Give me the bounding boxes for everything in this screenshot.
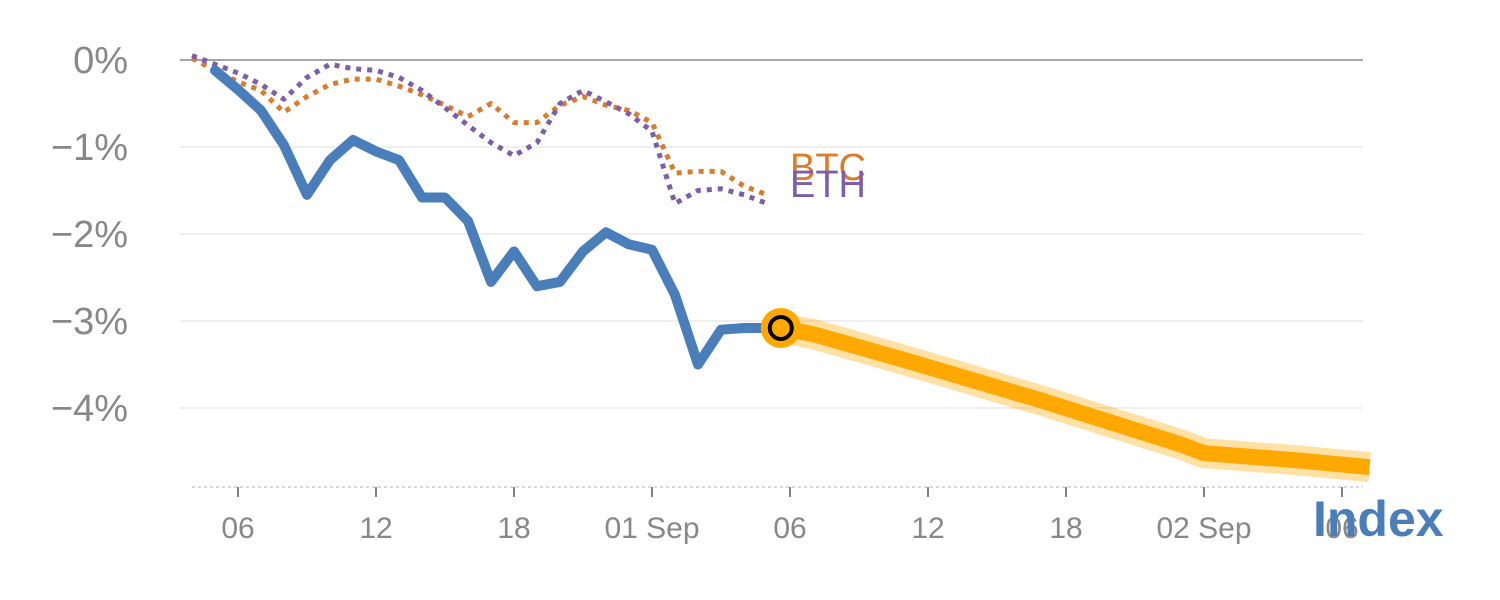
x-tick-label: 02 Sep xyxy=(1156,512,1251,545)
eth-series-label: ETH xyxy=(790,164,866,206)
x-tick-label: 06 xyxy=(1325,512,1358,545)
grid-lines xyxy=(180,59,1363,409)
forecast-band xyxy=(778,313,1372,483)
y-tick-label: −3% xyxy=(51,301,128,343)
index-series-label: Index xyxy=(1313,491,1444,547)
x-tick-label: 06 xyxy=(221,512,254,545)
btc-series-label: BTC xyxy=(790,147,866,189)
y-tick-label: −2% xyxy=(51,214,128,256)
x-tick-label: 06 xyxy=(773,512,806,545)
x-tick-label: 18 xyxy=(497,512,530,545)
x-tick-label: 12 xyxy=(911,512,944,545)
y-tick-label: 0% xyxy=(73,40,128,82)
series-line-index xyxy=(210,65,786,370)
y-axis-ticks: 0% −1% −2% −3% −4% xyxy=(51,40,128,430)
x-tick-label: 18 xyxy=(1049,512,1082,545)
y-tick-label: −1% xyxy=(51,127,128,169)
marker-outer xyxy=(760,307,801,348)
current-point xyxy=(760,307,801,348)
y-tick-label: −4% xyxy=(51,388,128,430)
x-tick-label: 01 Sep xyxy=(604,512,699,545)
series-lines xyxy=(190,53,786,370)
x-axis-ticks: 06 12 18 01 Sep 06 12 18 02 Sep 06 xyxy=(192,486,1363,545)
series-line-btc xyxy=(190,56,768,198)
marker-ring xyxy=(767,314,794,341)
x-tick-label: 12 xyxy=(359,512,392,545)
forecast-line xyxy=(779,320,1371,476)
series-labels: BTC ETH Index xyxy=(790,147,1444,547)
